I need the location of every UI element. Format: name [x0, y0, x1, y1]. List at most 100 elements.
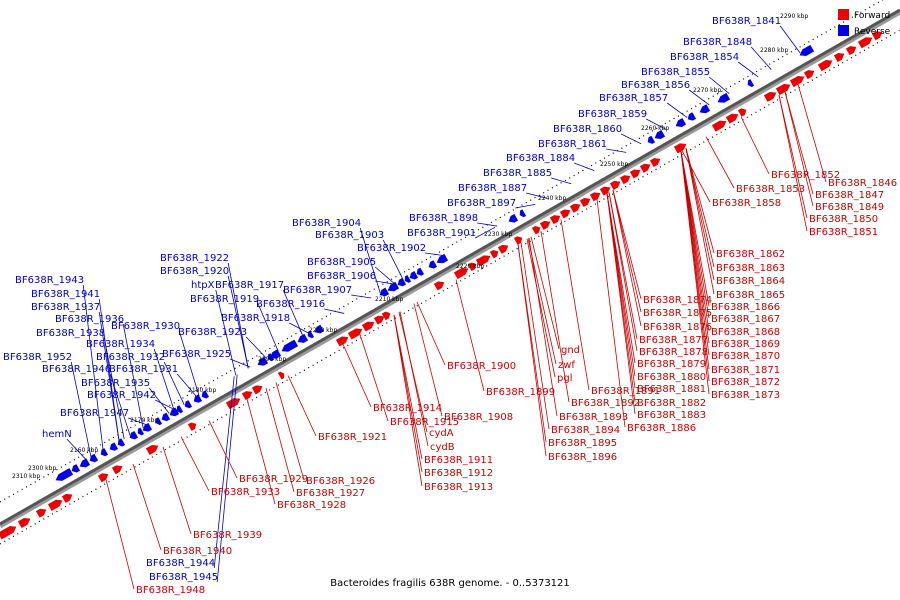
forward-gene-label: BF638R_1864 — [716, 276, 785, 287]
reverse-label-leader — [70, 361, 92, 458]
reverse-gene-label: BF638R_1848 — [683, 37, 752, 48]
scale-tick-label: 2260 kbp — [641, 125, 669, 132]
reverse-gene-arrow — [654, 129, 666, 139]
forward-gene-arrow — [513, 236, 523, 245]
forward-gene-arrow — [599, 186, 611, 196]
forward-label-leader — [685, 148, 715, 254]
forward-gene-arrow — [0, 526, 17, 540]
reverse-gene-labels: BF638R_1841 BF638R_1848 BF638R_1854 BF638R_… — [3, 16, 781, 583]
reverse-gene-label: BF638R_1920 — [160, 266, 229, 277]
forward-label-leader — [526, 238, 556, 378]
reverse-label-leader — [382, 239, 404, 280]
forward-label-leader — [520, 242, 550, 430]
reverse-gene-label: BF638R_1861 — [538, 139, 607, 150]
forward-gene-arrow — [97, 473, 109, 483]
forward-gene-label: BF638R_1847 — [815, 190, 884, 201]
reverse-label-leader — [737, 61, 759, 78]
reverse-label-leader — [688, 89, 710, 106]
reverse-gene-label: BF638R_1930 — [111, 321, 180, 332]
reverse-gene-arrow — [699, 104, 711, 114]
reverse-gene-label: BF638R_1860 — [553, 124, 622, 135]
forward-gene-label: BF638R_1867 — [711, 314, 780, 325]
forward-label-leader — [612, 189, 642, 313]
reverse-gene-label: BF638R_1916 — [256, 299, 325, 310]
reverse-label-leader — [245, 336, 267, 359]
reverse-gene-label: BF638R_1943 — [15, 275, 84, 286]
forward-gene-arrow — [539, 220, 551, 230]
reverse-gene-arrow — [416, 267, 425, 276]
scale-tick-label: 2190 kbp — [258, 356, 286, 363]
genome-backbone — [0, 8, 900, 526]
forward-label-leader — [606, 193, 636, 415]
forward-gene-label: BF638R_1899 — [486, 387, 555, 398]
forward-gene-label: BF638R_1873 — [711, 390, 780, 401]
forward-gene-arrow — [225, 398, 241, 410]
reverse-gene-label: BF638R_1931 — [109, 364, 178, 375]
reverse-gene-arrow — [267, 353, 275, 362]
reverse-label-leader — [153, 348, 175, 411]
reverse-gene-arrow — [387, 281, 400, 292]
forward-label-leader — [342, 343, 372, 408]
forward-gene-label: BF638R_1853 — [736, 184, 805, 195]
reverse-gene-label: BF638R_1901 — [407, 228, 476, 239]
reverse-gene-arrow — [747, 79, 755, 88]
forward-gene-arrow — [763, 92, 777, 102]
forward-label-leaders — [105, 84, 827, 590]
reverse-gene-label: BF638R_1855 — [641, 67, 710, 78]
forward-gene-label: BF638R_1850 — [809, 214, 878, 225]
reverse-gene-arrow — [717, 92, 731, 103]
forward-label-leader — [778, 95, 808, 219]
forward-gene-label: pgl — [557, 373, 572, 384]
forward-gene-label: BF638R_1872 — [711, 377, 780, 388]
reverse-gene-arrow — [647, 135, 656, 144]
reverse-label-leader — [109, 373, 131, 436]
reverse-gene-arrow — [519, 209, 527, 218]
reverse-gene-arrow — [117, 438, 126, 447]
reverse-gene-label: BF638R_1906 — [307, 271, 376, 282]
reverse-gene-arrow — [109, 442, 119, 451]
forward-label-leader — [393, 314, 423, 487]
forward-label-leader — [784, 91, 814, 195]
forward-gene-label: BF638R_1863 — [716, 263, 785, 274]
legend-forward-swatch — [838, 9, 849, 20]
reverse-gene-label: BF638R_1898 — [409, 213, 478, 224]
forward-gene-arrow — [61, 493, 73, 503]
forward-gene-arrow — [145, 444, 159, 455]
reverse-gene-arrow — [297, 333, 309, 343]
forward-label-leader — [517, 244, 547, 457]
forward-gene-label: BF638R_1921 — [318, 432, 387, 443]
forward-gene-arrow — [497, 244, 509, 254]
forward-label-leader — [540, 230, 570, 403]
reverse-gene-arrow — [142, 422, 153, 432]
forward-gene-label: BF638R_1883 — [637, 410, 706, 421]
forward-label-leader — [681, 150, 711, 203]
reverse-gene-arrow — [436, 253, 449, 264]
reverse-gene-label: BF638R_1941 — [31, 289, 100, 300]
forward-gene-label: cydB — [430, 442, 455, 453]
reverse-label-leader — [750, 46, 772, 70]
forward-gene-label: BF638R_1877 — [639, 335, 708, 346]
reverse-gene-arrow — [161, 412, 171, 422]
reverse-label-leader — [606, 148, 627, 153]
scale-tick-label: 2230 kbp — [484, 231, 512, 238]
forward-gene-label: BF638R_1933 — [211, 487, 280, 498]
reverse-label-leader — [475, 226, 496, 239]
forward-gene-label: BF638R_1913 — [424, 482, 493, 493]
scale-tick-label: 2170 kbp — [130, 417, 158, 424]
forward-label-leader — [413, 303, 443, 417]
scale-tick-label: 2290 kbp — [780, 13, 808, 20]
reverse-strand-genes — [55, 44, 815, 481]
reverse-label-leader — [708, 76, 730, 94]
scale-tick-label: 2310 kbp — [12, 473, 40, 480]
forward-label-leader — [596, 199, 626, 428]
reverse-label-leader — [178, 330, 200, 397]
forward-gene-label: gnd — [561, 345, 580, 356]
forward-gene-labels: BF638R_1846BF638R_1852BF638R_1847BF638R_… — [136, 170, 897, 596]
scale-tick-label: 2210 kbp — [375, 296, 403, 303]
reverse-label-leader — [282, 289, 304, 337]
forward-gene-label: BF638R_1915 — [390, 417, 459, 428]
reverse-gene-arrow — [687, 112, 697, 121]
forward-label-leader — [685, 148, 715, 295]
reverse-gene-arrow — [155, 417, 163, 426]
reverse-gene-arrow — [71, 464, 81, 473]
